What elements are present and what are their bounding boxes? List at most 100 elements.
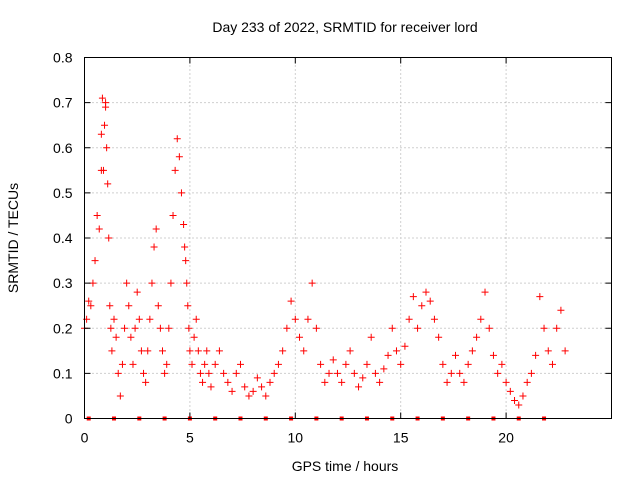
data-point [114, 369, 122, 377]
data-point [498, 360, 506, 368]
data-point [185, 324, 193, 332]
data-point [283, 324, 291, 332]
data-point [258, 383, 266, 391]
data-point [325, 369, 333, 377]
data-point [317, 360, 325, 368]
data-point [447, 369, 455, 377]
data-point [249, 387, 257, 395]
data-point [266, 378, 274, 386]
data-point [181, 243, 189, 251]
data-point [380, 365, 388, 373]
data-point [121, 324, 129, 332]
data-point [477, 315, 485, 323]
data-point [118, 360, 126, 368]
data-point [414, 324, 422, 332]
data-point [452, 351, 460, 359]
data-point [548, 360, 556, 368]
data-point [308, 279, 316, 287]
data-point [125, 302, 133, 310]
y-tick-label: 0.2 [53, 320, 73, 336]
tick-labels: 0 0.1 0.2 0.3 0.4 0.5 0.6 0.7 0.8 0 5 10 15 20 [53, 50, 514, 446]
data-point [401, 342, 409, 350]
data-point [291, 315, 299, 323]
data-point [418, 302, 426, 310]
data-point [241, 383, 249, 391]
data-point [338, 378, 346, 386]
data-point [384, 351, 392, 359]
data-point [133, 288, 141, 296]
data-point [203, 347, 211, 355]
data-point [112, 333, 120, 341]
data-point [89, 279, 97, 287]
data-point [557, 306, 565, 314]
data-point [101, 121, 109, 129]
data-point [95, 225, 103, 233]
x-tick-label: 5 [186, 430, 194, 446]
data-point [107, 324, 115, 332]
y-tick-label: 0.7 [53, 95, 73, 111]
data-point [350, 369, 358, 377]
data-point [405, 315, 413, 323]
x-axis-label: GPS time / hours [292, 458, 399, 474]
data-point [540, 324, 548, 332]
data-point [388, 324, 396, 332]
data-point [502, 378, 510, 386]
data-point [346, 347, 354, 355]
data-point [430, 315, 438, 323]
y-tick-label: 0.8 [53, 50, 73, 66]
data-point [205, 369, 213, 377]
data-point [167, 279, 175, 287]
data-point [110, 315, 118, 323]
y-tick-label: 0 [65, 411, 73, 427]
y-axis-label: SRMTID / TECUs [5, 183, 21, 293]
data-point [460, 378, 468, 386]
chart-title: Day 233 of 2022, SRMTID for receiver lor… [212, 19, 477, 35]
data-point [342, 360, 350, 368]
data-point [106, 302, 114, 310]
data-point [333, 369, 341, 377]
data-point [103, 144, 111, 152]
data-point [371, 369, 379, 377]
data-point [287, 297, 295, 305]
data-point [207, 383, 215, 391]
data-point [468, 347, 476, 355]
y-tick-label: 0.6 [53, 140, 73, 156]
data-point [97, 130, 105, 138]
data-point [190, 333, 198, 341]
data-point [561, 347, 569, 355]
data-point [464, 360, 472, 368]
data-point [175, 153, 183, 161]
y-tick-label: 0.5 [53, 185, 73, 201]
data-point [148, 279, 156, 287]
data-point [523, 378, 531, 386]
y-tick-label: 0.1 [53, 365, 73, 381]
data-point [127, 333, 135, 341]
data-point [274, 360, 282, 368]
data-point [158, 347, 166, 355]
data-point [215, 347, 223, 355]
data-point [182, 257, 190, 265]
y-tick-label: 0.4 [53, 230, 73, 246]
data-point [183, 279, 191, 287]
data-point [527, 369, 535, 377]
data-point [409, 293, 417, 301]
data-point [211, 360, 219, 368]
data-point [165, 324, 173, 332]
data-point [173, 135, 181, 143]
data-point [397, 360, 405, 368]
data-point [553, 324, 561, 332]
data-point [150, 243, 158, 251]
data-point [435, 333, 443, 341]
data-point [506, 387, 514, 395]
data-point [142, 378, 150, 386]
data-point [439, 360, 447, 368]
data-point [312, 324, 320, 332]
data-point [196, 369, 204, 377]
x-tick-label: 0 [81, 430, 89, 446]
axis-ticks [84, 57, 612, 419]
data-point [192, 315, 200, 323]
data-point [279, 347, 287, 355]
data-point [152, 225, 160, 233]
data-point [163, 360, 171, 368]
data-point [296, 333, 304, 341]
